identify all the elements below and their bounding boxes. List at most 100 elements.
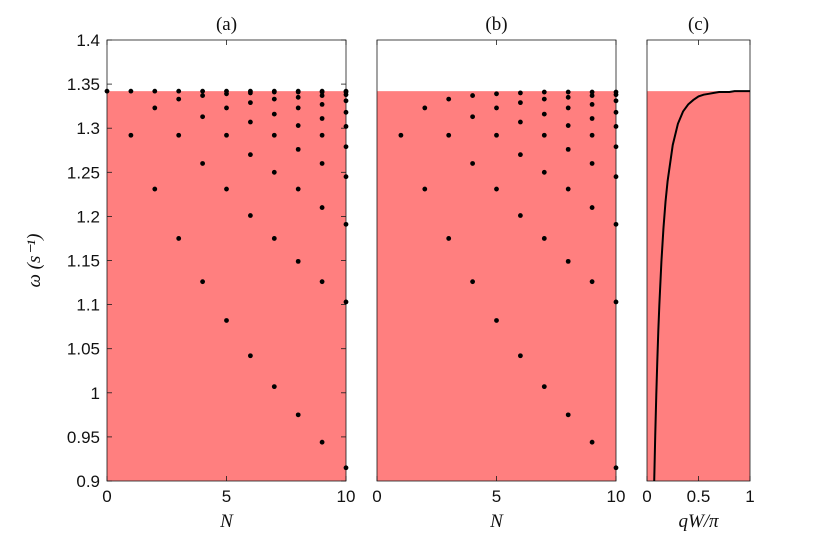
- data-point: [343, 174, 349, 180]
- x-tick-label: 1: [745, 487, 754, 506]
- data-point: [589, 161, 595, 166]
- data-point: [518, 100, 523, 106]
- data-point: [343, 98, 349, 104]
- data-point: [343, 465, 349, 471]
- data-point: [518, 119, 523, 125]
- data-point: [319, 89, 325, 95]
- data-point: [470, 161, 475, 166]
- y-tick-label: 1.1: [76, 296, 100, 315]
- data-point: [271, 132, 277, 138]
- data-point: [176, 88, 182, 94]
- band-region: [647, 91, 750, 481]
- data-point: [248, 90, 253, 96]
- data-point: [152, 105, 158, 111]
- y-tick-label: 0.95: [67, 428, 100, 447]
- data-point: [271, 89, 277, 95]
- data-point: [613, 221, 619, 227]
- data-point: [343, 124, 349, 129]
- panel-3: (c) 0 0.5 1 qW/π: [642, 14, 754, 532]
- data-point: [398, 132, 404, 138]
- data-point: [343, 299, 349, 305]
- data-point: [565, 105, 571, 111]
- data-point: [565, 146, 571, 152]
- data-point: [295, 94, 301, 100]
- data-point: [422, 186, 428, 192]
- y-tick-label: 1.35: [67, 75, 100, 94]
- x-tick-label: 5: [492, 487, 501, 506]
- data-point: [565, 89, 571, 95]
- data-point: [541, 132, 547, 138]
- data-point: [200, 279, 206, 285]
- data-point: [565, 258, 571, 264]
- data-point: [589, 439, 595, 445]
- data-point: [224, 91, 229, 97]
- data-point: [343, 109, 349, 115]
- data-point: [589, 89, 595, 95]
- data-point: [319, 116, 325, 121]
- data-point: [224, 132, 229, 138]
- x-tick-label: 0: [102, 487, 111, 506]
- data-point: [494, 186, 499, 192]
- data-point: [295, 258, 301, 264]
- data-point: [446, 236, 452, 241]
- data-point: [200, 88, 206, 94]
- data-point: [224, 105, 229, 111]
- data-point: [319, 279, 325, 285]
- data-point: [541, 96, 547, 102]
- data-point: [343, 144, 349, 150]
- data-point: [518, 152, 523, 158]
- data-point: [565, 412, 571, 418]
- y-tick-label: 1.05: [67, 340, 100, 359]
- x-axis-label: N: [489, 511, 504, 532]
- data-point: [176, 96, 182, 102]
- y-tick-label: 1.2: [76, 207, 100, 226]
- data-point: [589, 116, 595, 121]
- data-point: [271, 169, 277, 175]
- panel-title: (c): [688, 14, 709, 35]
- y-tick-label: 1.25: [67, 163, 100, 182]
- data-point: [176, 132, 182, 138]
- x-tick-label: 5: [222, 487, 231, 506]
- y-tick-label: 1: [91, 384, 100, 403]
- data-point: [295, 89, 301, 95]
- data-point: [295, 105, 301, 111]
- data-point: [565, 123, 571, 128]
- data-point: [152, 186, 158, 192]
- y-tick-label: 1.4: [76, 31, 100, 50]
- data-point: [271, 236, 277, 241]
- data-point: [470, 93, 475, 98]
- data-point: [248, 152, 253, 158]
- data-point: [128, 132, 134, 138]
- data-point: [589, 279, 595, 285]
- y-tick-label: 1.3: [76, 119, 100, 138]
- data-point: [613, 299, 619, 305]
- data-point: [248, 353, 253, 359]
- y-tick-label: 1.15: [67, 252, 100, 271]
- data-point: [613, 144, 619, 150]
- data-point: [494, 132, 499, 138]
- x-tick-label: 0.5: [687, 487, 711, 506]
- data-point: [613, 109, 619, 115]
- panel-title: (a): [216, 14, 237, 35]
- data-point: [565, 94, 571, 100]
- data-point: [128, 88, 134, 94]
- panel-title: (b): [485, 14, 507, 35]
- data-point: [470, 114, 475, 120]
- x-axis-label: N: [219, 511, 234, 532]
- data-point: [176, 236, 182, 241]
- data-point: [446, 96, 452, 102]
- data-point: [343, 92, 349, 98]
- data-point: [224, 186, 229, 192]
- panel-1: (a) 0 5 10 N 0.9 0.95 1 1.05 1.1 1.15 1.2 1.25 1.3 1.3…: [24, 14, 355, 532]
- data-point: [541, 384, 547, 390]
- data-point: [494, 318, 499, 323]
- data-point: [518, 90, 523, 96]
- data-point: [589, 205, 595, 210]
- data-point: [319, 132, 325, 138]
- data-point: [248, 119, 253, 125]
- data-point: [422, 105, 428, 111]
- data-point: [565, 186, 571, 192]
- data-point: [589, 93, 595, 98]
- data-point: [295, 186, 301, 192]
- x-tick-label: 10: [607, 487, 626, 506]
